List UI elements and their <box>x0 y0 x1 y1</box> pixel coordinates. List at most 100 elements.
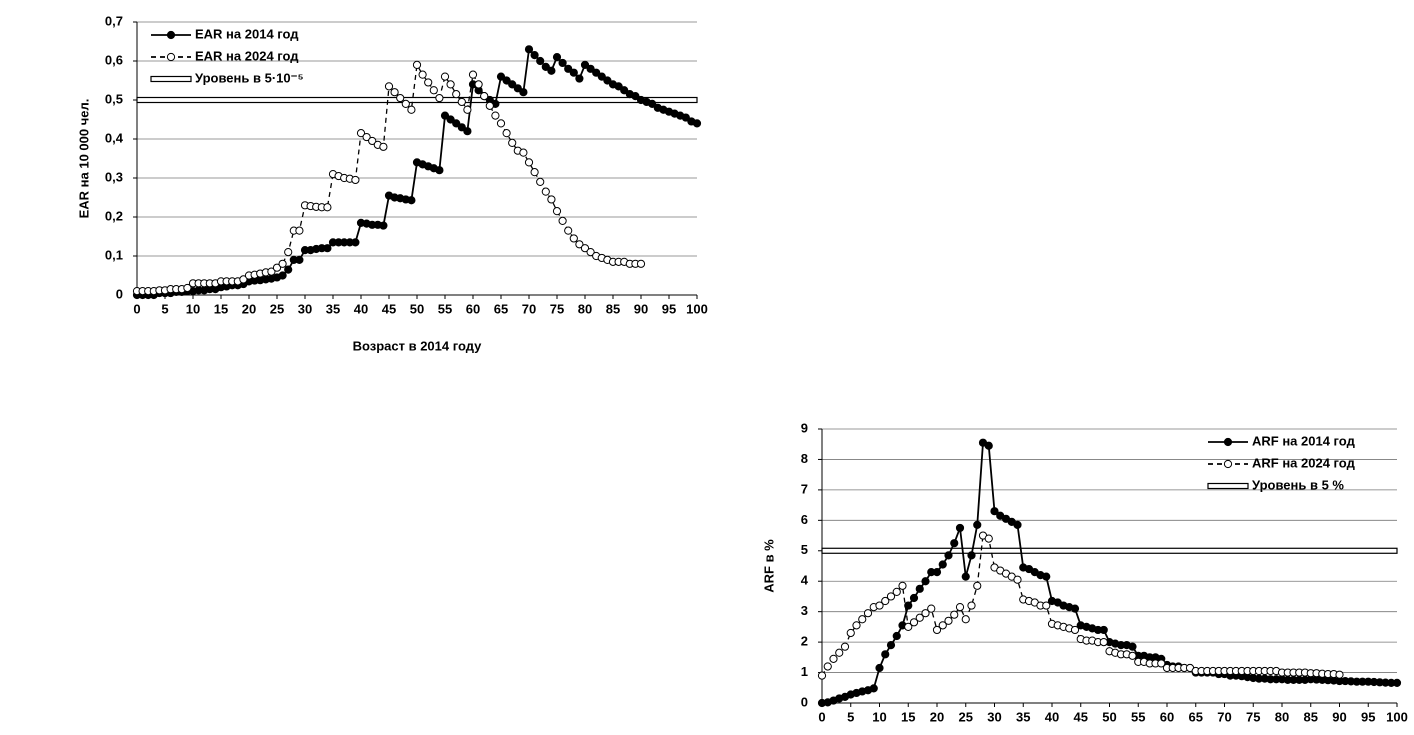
data-point <box>840 642 850 651</box>
y-tick-label: 0,6 <box>105 52 123 67</box>
data-point <box>323 244 332 253</box>
y-tick-label: 0,4 <box>105 130 124 145</box>
y-axis-label: EAR на 10 000 чел. <box>76 99 91 219</box>
y-tick-label: 5 <box>801 542 808 557</box>
data-point <box>915 613 924 622</box>
data-point <box>692 119 702 128</box>
x-tick-label: 15 <box>214 301 228 316</box>
data-point <box>580 244 590 253</box>
data-point <box>564 64 573 73</box>
data-point <box>892 587 901 596</box>
data-point <box>239 275 248 284</box>
data-point <box>284 248 293 257</box>
data-point <box>990 507 999 516</box>
legend-marker <box>1223 459 1233 469</box>
data-point <box>620 86 629 95</box>
y-tick-label: 0,7 <box>105 13 123 28</box>
x-tick-label: 60 <box>1160 709 1174 724</box>
data-point <box>648 99 657 109</box>
data-point <box>547 66 556 75</box>
x-tick-label: 50 <box>410 301 424 316</box>
data-point <box>829 654 838 663</box>
legend-marker <box>166 30 176 40</box>
x-tick-label: 80 <box>578 301 592 316</box>
data-point <box>552 207 562 216</box>
level-line <box>136 96 698 104</box>
x-tick-label: 20 <box>242 301 256 316</box>
data-point <box>183 283 192 293</box>
data-point <box>541 187 550 196</box>
x-tick-label: 35 <box>326 301 340 316</box>
data-point <box>932 625 942 635</box>
x-tick-label: 5 <box>161 301 168 316</box>
x-tick-label: 10 <box>872 709 886 724</box>
data-point <box>955 603 965 612</box>
data-point <box>1128 642 1137 651</box>
data-point <box>597 72 606 81</box>
data-point <box>909 618 919 627</box>
data-point <box>519 148 528 157</box>
y-tick-label: 1 <box>801 664 808 679</box>
x-tick-label: 25 <box>959 709 973 724</box>
data-point <box>927 604 936 613</box>
y-tick-label: 0,2 <box>105 208 123 223</box>
level-line <box>821 547 1398 554</box>
x-tick-label: 55 <box>438 301 452 316</box>
x-tick-label: 45 <box>1074 709 1088 724</box>
data-point <box>863 609 873 618</box>
x-tick-label: 20 <box>930 709 944 724</box>
x-tick-label: 30 <box>987 709 1001 724</box>
x-tick-label: 90 <box>1332 709 1346 724</box>
data-point <box>558 216 567 225</box>
data-point <box>457 123 466 132</box>
data-point <box>1128 651 1137 660</box>
data-point <box>614 82 623 91</box>
data-point <box>944 551 953 560</box>
x-tick-label: 85 <box>1304 709 1318 724</box>
data-point <box>267 267 276 276</box>
data-point <box>401 99 410 109</box>
data-point <box>508 80 517 89</box>
data-point <box>508 138 517 147</box>
y-tick-label: 9 <box>801 420 808 435</box>
y-tick-label: 0,3 <box>105 169 123 184</box>
data-point <box>984 441 993 450</box>
data-point <box>502 129 511 138</box>
data-point <box>881 650 890 659</box>
data-point <box>592 68 601 77</box>
x-tick-label: 70 <box>522 301 536 316</box>
data-point <box>474 80 483 89</box>
data-point <box>396 93 405 103</box>
data-point <box>909 593 919 603</box>
data-point <box>631 92 640 101</box>
data-point <box>435 166 444 175</box>
data-point <box>938 560 947 569</box>
data-point <box>412 60 422 70</box>
legend-marker <box>1223 437 1233 447</box>
x-tick-label: 0 <box>818 709 825 724</box>
data-point <box>569 68 578 77</box>
data-point <box>440 111 450 120</box>
data-point <box>496 119 506 128</box>
x-tick-label: 30 <box>298 301 312 316</box>
x-tick-label: 75 <box>1246 709 1260 724</box>
data-point <box>984 534 993 543</box>
data-point <box>875 663 884 673</box>
y-tick-label: 0 <box>116 286 123 301</box>
y-tick-label: 0,1 <box>105 247 123 262</box>
y-tick-label: 8 <box>801 451 808 466</box>
y-tick-label: 0,5 <box>105 91 123 106</box>
data-point <box>967 601 976 610</box>
data-point <box>440 72 450 81</box>
data-point <box>519 88 528 97</box>
data-point <box>323 203 332 212</box>
x-tick-label: 60 <box>466 301 480 316</box>
data-point <box>541 62 550 71</box>
data-point <box>1070 625 1080 635</box>
data-point <box>362 132 371 142</box>
x-tick-label: 100 <box>1386 709 1408 724</box>
legend-swatch <box>150 75 192 83</box>
x-tick-label: 100 <box>686 301 708 316</box>
data-point <box>491 111 500 120</box>
data-point <box>278 259 287 268</box>
